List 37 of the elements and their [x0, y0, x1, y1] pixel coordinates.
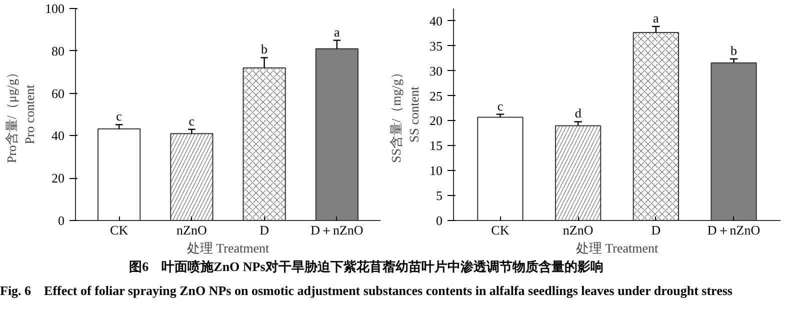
x-tick-label: nZnO [176, 222, 207, 238]
x-axis-title: 处理 Treatment [576, 240, 658, 256]
annotation: c [497, 98, 504, 114]
x-tick-label: D＋nZnO [707, 222, 760, 238]
y-tick-label: 0 [58, 213, 64, 228]
y-tick-label: 30 [430, 63, 442, 78]
y-tick-label: 60 [52, 86, 64, 101]
y-axis-title: SS含量/（mg/g） SS content [388, 66, 422, 163]
text: 图6 叶面喷施ZnO NPs对干旱胁迫下紫花苜蓿幼苗叶片中渗透调节物质含量的影响 [128, 258, 604, 276]
x-tick-label: CK [491, 222, 510, 238]
y-tick-label: 20 [430, 113, 442, 128]
text: Fig. 6 Effect of foliar spraying ZnO NPs on osmotic adjustment substances contents in alfalfa seedlings leaves under drought stress [0, 282, 732, 300]
y-tick-label: 10 [430, 163, 442, 178]
x-axis-title: 处理 Treatment [186, 240, 270, 256]
y-tick-label: 40 [430, 13, 442, 28]
annotation: b [261, 42, 268, 57]
y-tick-label: 40 [52, 128, 64, 144]
y-tick-label: 25 [430, 88, 442, 104]
x-tick-label: CK [110, 222, 129, 238]
y-tick-label: 80 [52, 43, 64, 58]
x-tick-label: D [260, 222, 270, 238]
y-tick-label: 5 [436, 188, 442, 204]
y-tick-label: 100 [45, 1, 64, 16]
annotation: c [116, 108, 122, 124]
x-tick-label: D [651, 222, 661, 238]
annotation: c [188, 113, 195, 128]
x-tick-label: nZnO [562, 222, 594, 238]
annotation: a [653, 10, 660, 26]
x-tick-label: D＋nZnO [310, 222, 364, 238]
y-axis-title: Pro含量/（μg/g） Pro content [4, 66, 37, 164]
y-tick-label: 35 [430, 38, 442, 54]
y-tick-label: 20 [52, 170, 64, 186]
annotation: b [730, 42, 738, 58]
y-tick-label: 0 [436, 213, 442, 228]
y-tick-label: 15 [430, 138, 442, 154]
annotation: d [574, 106, 582, 121]
annotation: a [334, 24, 340, 40]
